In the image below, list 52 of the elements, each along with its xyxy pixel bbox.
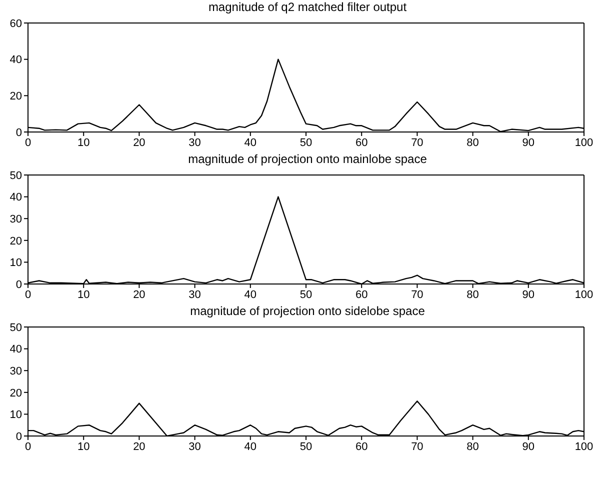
chart-title: magnitude of projection onto sidelobe space — [189, 304, 426, 320]
x-tick-label: 50 — [300, 288, 312, 301]
x-tick-label: 30 — [188, 440, 201, 453]
x-tick-label: 0 — [24, 288, 32, 301]
x-tick-label: 100 — [574, 288, 594, 301]
y-tick-label: 10 — [10, 409, 22, 422]
x-tick-label: 60 — [355, 440, 368, 453]
y-tick-label: 40 — [10, 54, 22, 66]
x-tick-label: 30 — [188, 288, 201, 301]
x-tick-label: 20 — [133, 288, 146, 301]
x-tick-label: 40 — [244, 136, 257, 149]
x-tick-label: 0 — [24, 440, 32, 453]
x-tick-label: 70 — [411, 288, 424, 301]
y-tick-label: 0 — [16, 126, 22, 139]
x-tick-label: 20 — [133, 136, 146, 149]
x-tick-label: 0 — [24, 136, 32, 149]
y-tick-label: 40 — [10, 344, 22, 356]
y-tick-label: 20 — [10, 90, 22, 103]
y-tick-label: 0 — [16, 278, 22, 291]
y-tick-label: 0 — [16, 430, 22, 443]
y-tick-label: 20 — [10, 235, 22, 248]
x-tick-label: 50 — [300, 440, 312, 453]
x-tick-label: 100 — [574, 136, 594, 149]
y-tick-label: 60 — [10, 18, 22, 30]
x-tick-label: 80 — [466, 440, 479, 453]
x-tick-label: 40 — [244, 440, 257, 453]
x-tick-label: 90 — [522, 440, 535, 453]
y-tick-label: 30 — [10, 214, 22, 226]
x-tick-label: 70 — [411, 440, 424, 453]
x-tick-label: 80 — [466, 288, 479, 301]
x-tick-label: 50 — [300, 136, 312, 149]
y-tick-label: 50 — [10, 170, 22, 182]
x-tick-label: 90 — [522, 136, 535, 149]
x-tick-label: 80 — [466, 136, 479, 149]
x-tick-label: 60 — [355, 288, 368, 301]
chart-title: magnitude of projection onto mainlobe space — [187, 152, 428, 168]
y-tick-label: 20 — [10, 387, 22, 400]
x-tick-label: 10 — [77, 288, 90, 301]
y-tick-label: 10 — [10, 257, 22, 270]
x-tick-label: 20 — [133, 440, 146, 453]
x-tick-label: 60 — [355, 136, 368, 149]
x-tick-label: 10 — [77, 440, 90, 453]
chart-title: magnitude of q2 matched filter output — [207, 0, 408, 16]
x-tick-label: 100 — [574, 440, 594, 453]
x-tick-label: 70 — [411, 136, 424, 149]
x-tick-label: 90 — [522, 288, 535, 301]
y-tick-label: 50 — [10, 322, 22, 334]
y-tick-label: 30 — [10, 366, 22, 378]
x-tick-label: 40 — [244, 288, 257, 301]
y-tick-label: 40 — [10, 192, 22, 204]
x-tick-label: 10 — [77, 136, 90, 149]
x-tick-label: 30 — [188, 136, 201, 149]
